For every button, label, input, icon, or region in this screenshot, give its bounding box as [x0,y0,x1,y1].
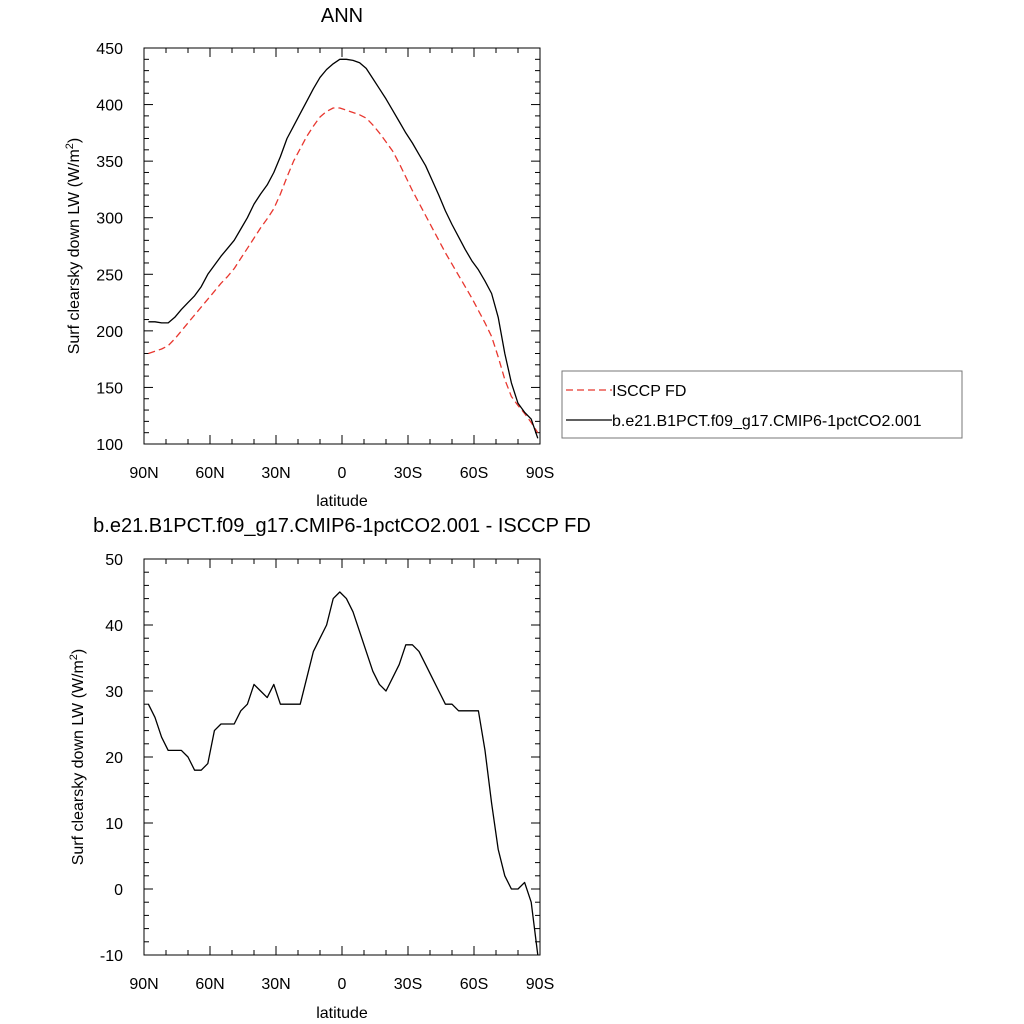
bottom-line-chart: b.e21.B1PCT.f09_g17.CMIP6-1pctCO2.001 - … [68,515,591,1022]
y-tick-label: 200 [96,324,123,341]
series-line-isccp-fd [148,107,539,434]
y-tick-label: 0 [114,882,123,899]
y-tick-label: 150 [96,380,123,397]
x-tick-label: 30S [394,465,422,482]
x-tick-label: 30S [394,976,422,993]
top-line-chart: ANN 90N 60N 30N 0 30S 60S 90S 100 150 200 250 300 35… [64,5,963,510]
y-tick-label: 350 [96,154,123,171]
legend-label-model: b.e21.B1PCT.f09_g17.CMIP6-1pctCO2.001 [612,413,922,430]
x-tick-label: 0 [338,465,347,482]
legend-box [561,370,963,439]
y-tick-label: 250 [96,267,123,284]
y-axis-label: Surf clearsky down LW (W/m2) [64,138,83,355]
series-line-b-e21-b1pct-f09-g17-cmip6-1pctco2-001 [148,58,539,439]
series-line-difference [147,591,539,956]
y-tick-label: 10 [105,816,123,833]
x-tick-label: 60N [195,465,224,482]
chart-title: ANN [321,5,363,27]
plot-frame [143,558,541,956]
x-tick-label: 60S [460,465,488,482]
y-tick-label: 450 [96,41,123,58]
x-axis-label: latitude [316,493,368,510]
y-tick-label: 50 [105,552,123,569]
chart-title: b.e21.B1PCT.f09_g17.CMIP6-1pctCO2.001 - … [93,515,591,537]
x-tick-label: 90N [129,465,158,482]
legend-label-isccp: ISCCP FD [612,383,686,400]
y-tick-label: 100 [96,437,123,454]
y-tick-label: 20 [105,750,123,767]
y-tick-label: -10 [100,948,123,965]
x-tick-label: 90S [526,465,554,482]
x-tick-label: 0 [338,976,347,993]
y-tick-label: 40 [105,618,123,635]
x-tick-label: 60S [460,976,488,993]
x-tick-label: 60N [195,976,224,993]
x-tick-label: 30N [261,465,290,482]
x-axis-label: latitude [316,1005,368,1022]
plot-frame [143,47,541,445]
y-tick-label: 400 [96,98,123,115]
x-tick-label: 90N [129,976,158,993]
y-tick-label: 300 [96,211,123,228]
y-axis-label: Surf clearsky down LW (W/m2) [68,649,87,866]
y-tick-label: 30 [105,684,123,701]
x-tick-label: 90S [526,976,554,993]
legend: ISCCP FD b.e21.B1PCT.f09_g17.CMIP6-1pctC… [561,370,963,439]
x-tick-label: 30N [261,976,290,993]
